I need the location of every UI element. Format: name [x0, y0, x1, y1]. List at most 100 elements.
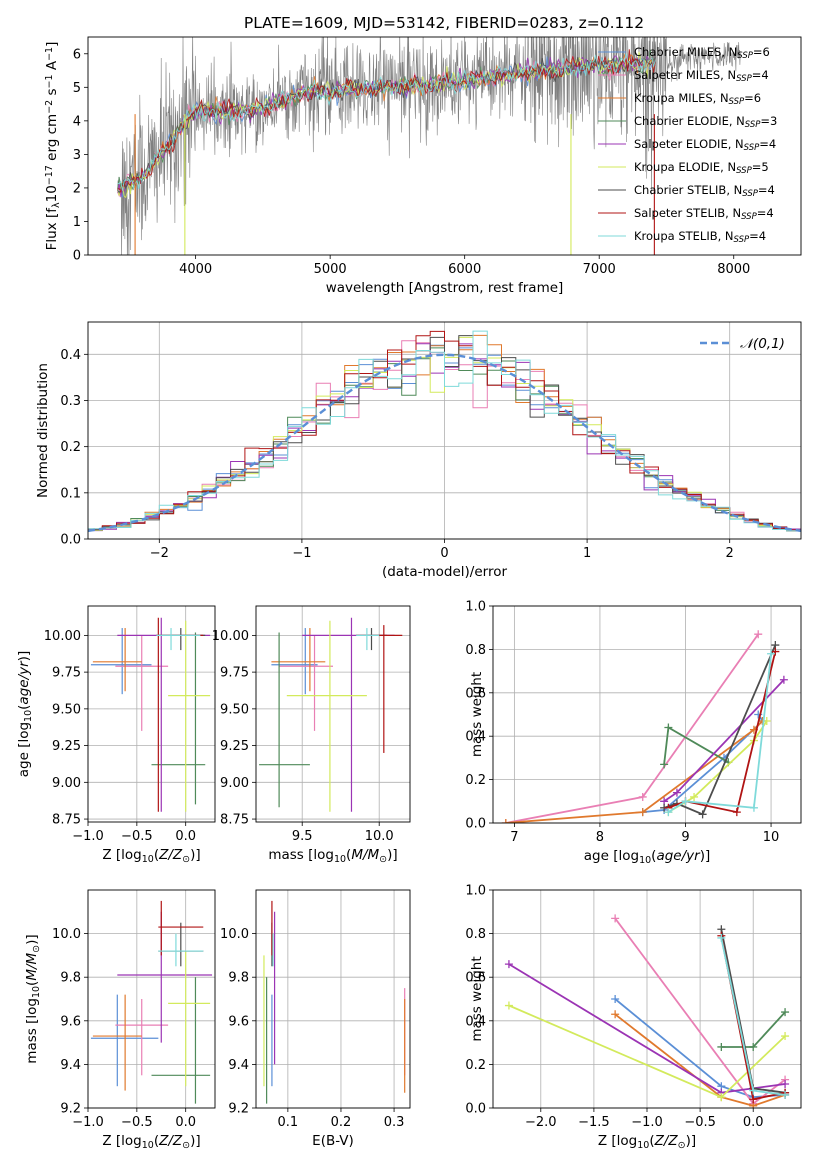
x-tick-label: −0.5	[684, 1115, 716, 1130]
x-axis-label: wavelength [Angstrom, rest frame]	[326, 280, 564, 296]
legend-entry: Salpeter MILES, NSSP=4	[634, 68, 769, 84]
grid	[493, 889, 801, 1109]
y-tick-label: 9.25	[220, 739, 249, 754]
weight-marker	[717, 933, 726, 942]
y-tick-label: 9.75	[220, 666, 249, 681]
x-axis-label: E(B-V)	[312, 1133, 354, 1149]
legend-entry: Chabrier STELIB, NSSP=4	[634, 183, 775, 199]
y-tick-label: 9.8	[60, 971, 81, 986]
x-tick-label: 6000	[448, 262, 481, 277]
weight-series-0	[642, 714, 764, 813]
y-tick-label: 9.50	[52, 702, 81, 717]
y-tick-label: 9.4	[228, 1058, 249, 1073]
y-tick-label: 1.0	[465, 600, 486, 615]
weight-marker	[611, 914, 620, 923]
y-tick-label: 1	[73, 215, 81, 230]
plot-area	[504, 914, 790, 1108]
y-tick-label: 3	[73, 148, 81, 163]
weight-marker	[611, 995, 620, 1003]
x-axis-label: (data-model)/error	[382, 564, 508, 580]
legend-entry: 𝒩(0,1)	[740, 336, 785, 352]
y-tick-label: 1.0	[465, 884, 486, 899]
y-tick-label: 0.4	[60, 348, 81, 363]
y-tick-label: 9.00	[52, 776, 81, 791]
y-tick-label: 9.50	[220, 702, 249, 717]
axes-frame	[87, 36, 802, 256]
x-tick-label: 10	[763, 830, 780, 845]
weight-marker	[781, 1032, 790, 1041]
x-tick-label: −0.5	[121, 829, 153, 844]
weight-marker	[749, 1042, 758, 1051]
panel-spectrum: 4000 5000 6000 7000 8000 0 1 2 3 4 5 6 wavelength [A…	[44, 36, 802, 296]
plot-area	[501, 630, 788, 823]
panel-weight-vs-age: 7 8 9 10 0.0 0.2 0.4 0.6 0.8 1.0 age [log10(age/yr…	[465, 600, 802, 866]
weight-marker	[698, 810, 707, 819]
x-tick-label: −1	[292, 546, 311, 561]
y-axis-label: mass [log10(M/M⊙)]	[24, 934, 42, 1063]
y-tick-label: 0.3	[60, 394, 81, 409]
x-tick-label: 5000	[314, 262, 347, 277]
plot-area	[117, 37, 741, 255]
x-axis-label: Z [log10(Z/Z⊙)]	[102, 847, 200, 865]
weight-marker	[732, 808, 741, 817]
weight-marker	[504, 1001, 513, 1010]
plot-area	[263, 900, 406, 1104]
panel-age-vs-Z: −1.0 −0.5 0.0 8.75 9.00 9.25 9.50 9.75 10.00 Z [l…	[16, 605, 216, 865]
y-tick-label: 0.6	[465, 971, 486, 986]
y-tick-label: 0.2	[465, 1058, 486, 1073]
y-tick-label: 9.00	[220, 776, 249, 791]
y-axis-label: age [log10(age/yr)]	[16, 651, 34, 777]
weight-marker	[781, 1080, 790, 1089]
weight-series-6	[663, 644, 777, 816]
axes-frame	[492, 889, 802, 1109]
weight-series-3	[663, 726, 729, 765]
y-tick-label: 10.0	[52, 927, 81, 942]
x-tick-label: −1.0	[72, 829, 104, 844]
weight-marker	[717, 1093, 726, 1102]
weight-marker	[638, 792, 647, 801]
x-tick-label: 0	[440, 546, 448, 561]
weight-marker	[681, 797, 690, 806]
x-tick-label: 0.0	[175, 1115, 196, 1130]
x-axis-label: Z [log10(Z/Z⊙)]	[598, 1133, 696, 1151]
weight-series-8	[667, 653, 772, 813]
axes-frame	[87, 889, 216, 1109]
x-tick-label: 9.5	[292, 829, 313, 844]
y-tick-label: 0.2	[60, 440, 81, 455]
x-tick-label: 0.0	[175, 829, 196, 844]
y-tick-label: 9.2	[60, 1102, 81, 1117]
weight-marker	[754, 630, 763, 639]
plot-area	[90, 900, 213, 1104]
y-tick-label: 9.6	[60, 1014, 81, 1029]
legend-entry: Chabrier MILES, NSSP=6	[634, 45, 770, 61]
legend: Chabrier MILES, NSSP=6 Salpeter MILES, NS…	[598, 45, 777, 245]
weight-series-5	[667, 720, 768, 813]
y-tick-label: 0.8	[465, 643, 486, 658]
y-tick-label: 2	[73, 181, 81, 196]
y-tick-label: 10.00	[44, 629, 81, 644]
x-tick-label: 10.0	[365, 829, 394, 844]
panel-residuals: −2 −1 0 1 2 0.0 0.1 0.2 0.3 0.4 (data-model)/error…	[35, 321, 802, 580]
y-axis-label: mass weight	[469, 956, 485, 1041]
legend-entry: Kroupa STELIB, NSSP=4	[634, 229, 766, 245]
y-tick-label: 9.8	[228, 971, 249, 986]
legend-entry: Salpeter ELODIE, NSSP=4	[634, 137, 776, 153]
y-tick-label: 0.6	[465, 686, 486, 701]
x-tick-label: −0.5	[121, 1115, 153, 1130]
weight-marker	[660, 760, 669, 769]
legend-entry: Chabrier ELODIE, NSSP=3	[634, 114, 777, 130]
y-tick-label: 0.8	[465, 927, 486, 942]
axes-frame	[87, 321, 802, 540]
y-tick-label: 8.75	[220, 813, 249, 828]
weight-marker	[611, 1010, 620, 1019]
legend-entry: Kroupa ELODIE, NSSP=5	[634, 160, 769, 176]
axes-frame	[255, 889, 411, 1109]
y-tick-label: 0.1	[60, 486, 81, 501]
y-tick-label: 10.00	[212, 629, 249, 644]
x-axis-label: Z [log10(Z/Z⊙)]	[102, 1133, 200, 1151]
x-tick-label: 0.2	[331, 1115, 352, 1130]
y-tick-label: 9.2	[228, 1102, 249, 1117]
y-axis-label: Flux [fλ10−17 erg cm−2 s−1 A−1]	[44, 42, 62, 251]
y-tick-label: 0.4	[465, 730, 486, 745]
weight-series-7	[668, 651, 777, 814]
